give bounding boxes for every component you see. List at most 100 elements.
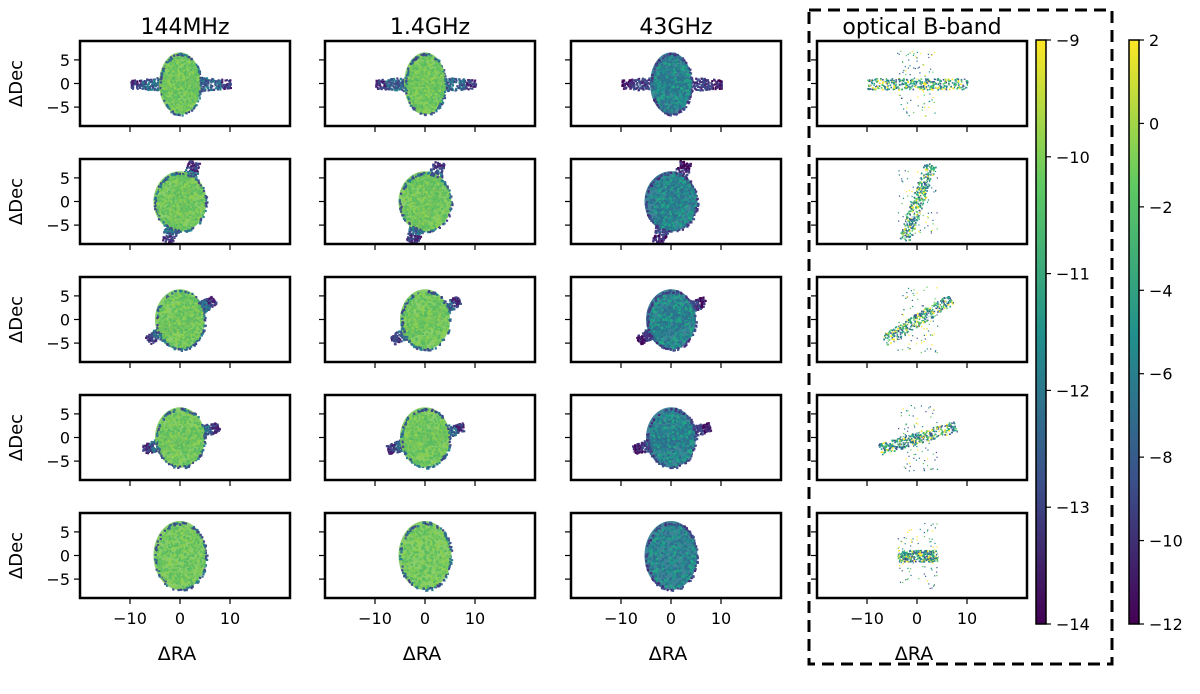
panel: 5 0 −5 −10 0 10 bbox=[46, 511, 292, 628]
column-title: 43GHz bbox=[639, 15, 712, 40]
colorbar-tick-label: −4 bbox=[1149, 281, 1173, 300]
panel: 5 0 −5 bbox=[46, 275, 292, 368]
x-tick-label: 0 bbox=[666, 609, 676, 628]
panel bbox=[811, 275, 1029, 368]
x-axis-labels: ΔRA ΔRA ΔRA ΔRA bbox=[158, 643, 933, 665]
column-title: 144MHz bbox=[140, 15, 229, 40]
x-tick-label: −10 bbox=[604, 609, 638, 628]
y-axis-label: ΔDec bbox=[6, 296, 27, 343]
pixel-cloud bbox=[644, 160, 700, 244]
colorbar-gradient bbox=[1035, 39, 1047, 625]
panel bbox=[319, 275, 537, 368]
pixel-cloud bbox=[385, 407, 466, 470]
y-tick-label: 5 bbox=[60, 523, 70, 542]
x-tick-label: −10 bbox=[113, 609, 147, 628]
colorbar-tick-label: −14 bbox=[1056, 615, 1090, 634]
colorbar-radio: 2 0 −2 −4 −6 −8 −10 −12 bbox=[1128, 31, 1183, 634]
panel: −10 0 10 bbox=[319, 511, 537, 628]
panel: −10 0 10 bbox=[811, 511, 1029, 628]
colorbar-tick-label: −2 bbox=[1149, 198, 1173, 217]
panel bbox=[319, 393, 537, 486]
x-tick-label: −10 bbox=[850, 609, 884, 628]
x-axis-label: ΔRA bbox=[158, 643, 196, 665]
pixel-cloud bbox=[398, 521, 454, 592]
colorbar-tick-label: −13 bbox=[1056, 498, 1090, 517]
y-tick-label: 5 bbox=[60, 51, 70, 70]
column-title: optical B-band bbox=[842, 15, 1001, 40]
column-titles: 144MHz 1.4GHz 43GHz optical B-band bbox=[140, 15, 1001, 40]
colorbar-tick-label: 0 bbox=[1149, 114, 1159, 133]
panel: 5 0 −5 bbox=[46, 157, 292, 250]
pixel-cloud bbox=[644, 521, 699, 592]
colorbar-tick-label: −12 bbox=[1056, 381, 1090, 400]
x-tick-label: 0 bbox=[420, 609, 430, 628]
y-tick-label: −5 bbox=[46, 570, 70, 589]
y-axis-labels: ΔDec ΔDec ΔDec ΔDec ΔDec bbox=[6, 60, 27, 579]
panel bbox=[319, 157, 537, 250]
x-tick-label: 0 bbox=[175, 609, 185, 628]
x-tick-label: 0 bbox=[912, 609, 922, 628]
pixel-cloud bbox=[632, 407, 713, 470]
panel bbox=[811, 157, 1029, 250]
pixel-cloud bbox=[375, 52, 478, 117]
panel-grid: 50−550−550−550−550−5−10 0 10 −10 0 10 −10 0 10 −1… bbox=[46, 39, 1029, 628]
colorbar-tick-label: 2 bbox=[1149, 31, 1159, 50]
panel: 5 0 −5 bbox=[46, 39, 292, 132]
panel: 5 0 −5 bbox=[46, 393, 292, 486]
y-tick-label: 5 bbox=[60, 169, 70, 188]
pixel-cloud bbox=[867, 50, 969, 117]
y-tick-label: 0 bbox=[60, 429, 70, 448]
pixel-cloud bbox=[398, 161, 454, 244]
x-tick-label: 10 bbox=[220, 609, 240, 628]
panel bbox=[811, 393, 1029, 486]
pixel-cloud bbox=[153, 160, 209, 244]
colorbar-tick-label: −6 bbox=[1149, 365, 1173, 384]
pixel-cloud bbox=[621, 52, 723, 117]
colorbar-tick-label: −10 bbox=[1149, 532, 1183, 551]
x-tick-label: 10 bbox=[465, 609, 485, 628]
y-axis-label: ΔDec bbox=[6, 60, 27, 107]
pixel-cloud bbox=[130, 52, 232, 117]
y-tick-label: −5 bbox=[46, 452, 70, 471]
colorbars: −9 −10 −11 −12 −13 −14 2 0 −2 −4 −6 −8 −10 −12 bbox=[1035, 31, 1183, 634]
colorbar-tick-label: −8 bbox=[1149, 448, 1173, 467]
y-tick-label: 5 bbox=[60, 405, 70, 424]
y-tick-label: 0 bbox=[60, 547, 70, 566]
y-tick-label: −5 bbox=[46, 98, 70, 117]
pixel-cloud bbox=[145, 289, 218, 352]
y-tick-label: −5 bbox=[46, 334, 70, 353]
pixel-cloud bbox=[636, 289, 707, 352]
x-tick-label: 10 bbox=[957, 609, 977, 628]
x-tick-label: −10 bbox=[358, 609, 392, 628]
panel: −10 0 10 bbox=[565, 511, 783, 628]
panel bbox=[319, 39, 537, 132]
colorbar-optical: −9 −10 −11 −12 −13 −14 bbox=[1035, 31, 1090, 634]
panel bbox=[565, 157, 783, 250]
panel bbox=[811, 39, 1029, 132]
pixel-cloud bbox=[881, 286, 954, 354]
x-axis-label: ΔRA bbox=[895, 643, 933, 665]
pixel-cloud bbox=[878, 405, 958, 472]
x-axis-label: ΔRA bbox=[403, 643, 441, 665]
y-tick-label: 0 bbox=[60, 75, 70, 94]
y-axis-label: ΔDec bbox=[6, 178, 27, 225]
y-tick-label: 5 bbox=[60, 287, 70, 306]
colorbar-gradient bbox=[1128, 39, 1140, 625]
x-tick-label: 10 bbox=[711, 609, 731, 628]
pixel-cloud bbox=[142, 407, 221, 470]
panel bbox=[565, 393, 783, 486]
pixel-cloud bbox=[390, 289, 462, 352]
pixel-cloud bbox=[153, 521, 209, 592]
pixel-cloud bbox=[897, 522, 939, 590]
colorbar-tick-label: −9 bbox=[1056, 31, 1080, 50]
y-tick-label: −5 bbox=[46, 216, 70, 235]
y-tick-label: 0 bbox=[60, 311, 70, 330]
column-title: 1.4GHz bbox=[390, 15, 470, 40]
x-axis-label: ΔRA bbox=[649, 643, 687, 665]
y-axis-label: ΔDec bbox=[6, 532, 27, 579]
colorbar-tick-label: −12 bbox=[1149, 615, 1183, 634]
panel bbox=[565, 275, 783, 368]
optical-highlight-box bbox=[807, 8, 1114, 666]
panel bbox=[565, 39, 783, 132]
